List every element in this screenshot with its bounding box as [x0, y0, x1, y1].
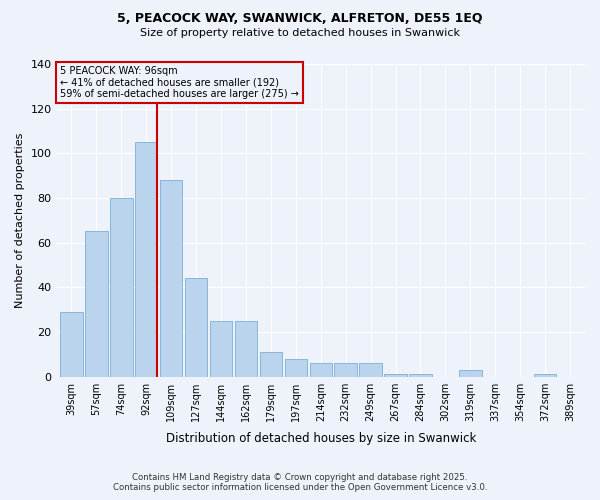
- Text: Size of property relative to detached houses in Swanwick: Size of property relative to detached ho…: [140, 28, 460, 38]
- Bar: [359, 364, 382, 376]
- Bar: [185, 278, 208, 376]
- Bar: [60, 312, 83, 376]
- Bar: [334, 364, 357, 376]
- Bar: [160, 180, 182, 376]
- Bar: [135, 142, 157, 376]
- Bar: [235, 321, 257, 376]
- Bar: [110, 198, 133, 376]
- Y-axis label: Number of detached properties: Number of detached properties: [15, 132, 25, 308]
- Bar: [385, 374, 407, 376]
- Text: 5 PEACOCK WAY: 96sqm
← 41% of detached houses are smaller (192)
59% of semi-deta: 5 PEACOCK WAY: 96sqm ← 41% of detached h…: [60, 66, 299, 100]
- Text: Contains HM Land Registry data © Crown copyright and database right 2025.
Contai: Contains HM Land Registry data © Crown c…: [113, 473, 487, 492]
- X-axis label: Distribution of detached houses by size in Swanwick: Distribution of detached houses by size …: [166, 432, 476, 445]
- Text: 5, PEACOCK WAY, SWANWICK, ALFRETON, DE55 1EQ: 5, PEACOCK WAY, SWANWICK, ALFRETON, DE55…: [117, 12, 483, 26]
- Bar: [310, 364, 332, 376]
- Bar: [534, 374, 556, 376]
- Bar: [459, 370, 482, 376]
- Bar: [260, 352, 282, 376]
- Bar: [409, 374, 431, 376]
- Bar: [85, 232, 107, 376]
- Bar: [210, 321, 232, 376]
- Bar: [284, 359, 307, 376]
